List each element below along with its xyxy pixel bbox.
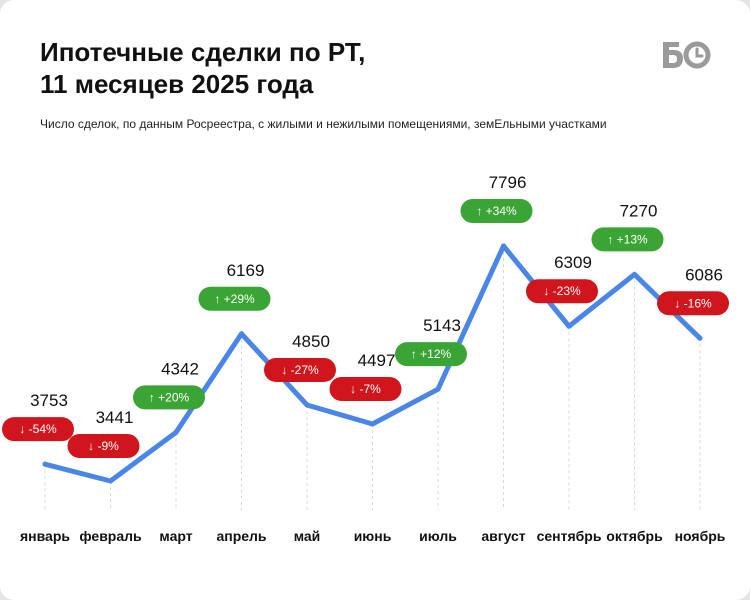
value-label: 4497 [358, 351, 396, 370]
x-tick-label: май [294, 528, 321, 544]
data-point [632, 271, 637, 277]
chart-title: Ипотечные сделки по РТ, 11 месяцев 2025 … [40, 36, 600, 100]
value-label: 6309 [554, 253, 592, 272]
bo-logo [663, 41, 711, 69]
change-label: ↑ +13% [607, 232, 648, 246]
x-tick-label: июнь [354, 528, 392, 544]
value-label: 6086 [685, 265, 723, 284]
change-badge: ↑ +12% [395, 342, 467, 367]
change-label: ↑ +20% [149, 390, 190, 404]
change-label: ↓ -54% [19, 422, 57, 436]
change-badge: ↑ +29% [198, 286, 271, 311]
x-tick-label: апрель [216, 528, 266, 544]
x-tick-label: февраль [79, 528, 142, 544]
data-point [697, 335, 703, 341]
logo-letter-b [663, 42, 683, 68]
change-badge: ↑ +13% [591, 227, 664, 252]
x-tick-label: июль [419, 528, 457, 544]
change-label: ↑ +34% [476, 204, 517, 218]
change-badge-bg [133, 385, 205, 410]
change-label: ↓ -27% [281, 363, 319, 377]
logo-letter-o [683, 41, 711, 69]
change-badge: ↓ -16% [657, 291, 729, 316]
change-label: ↑ +12% [411, 347, 452, 361]
change-badge: ↓ -7% [329, 377, 402, 402]
change-badge-bg [657, 291, 729, 316]
change-badge-bg [2, 417, 74, 442]
change-label: ↓ -16% [674, 296, 712, 310]
logo-clock-hand [695, 47, 704, 58]
change-badge-bg [329, 377, 402, 402]
change-badge: ↓ -27% [264, 357, 336, 382]
chart-title-line2: 11 месяцев 2025 года [40, 69, 314, 99]
data-point [173, 429, 179, 435]
value-label: 7796 [489, 173, 527, 192]
x-tick-label: август [481, 528, 525, 544]
value-label: 7270 [620, 201, 658, 220]
data-point [370, 421, 375, 427]
chart-subtitle: Число сделок, по данным Росреестра, с жи… [40, 117, 607, 131]
change-badge-bg [67, 434, 140, 458]
change-badge-bg [526, 279, 598, 304]
data-point [239, 331, 244, 337]
x-tick-label: март [159, 528, 192, 544]
data-point [435, 386, 441, 392]
change-badge-bg [460, 199, 533, 223]
value-label: 4342 [161, 359, 199, 378]
change-badge-bg [198, 286, 271, 311]
x-tick-label: январь [20, 528, 70, 544]
value-label: 3441 [96, 408, 134, 427]
gridlines [44, 246, 701, 510]
data-point [304, 402, 310, 408]
change-label: ↑ +29% [214, 292, 255, 306]
change-label: ↓ -9% [88, 439, 119, 453]
x-tick-label: сентябрь [537, 528, 602, 544]
x-tick-label: октябрь [606, 528, 663, 544]
change-badge: ↑ +20% [133, 385, 205, 410]
change-badge-bg [591, 227, 664, 252]
data-point [501, 243, 506, 249]
change-badge-bg [264, 357, 336, 382]
change-label: ↓ -7% [350, 382, 381, 396]
data-point [42, 461, 48, 467]
data-point [566, 323, 572, 329]
value-label: 6169 [227, 261, 265, 280]
change-badge-bg [395, 342, 467, 367]
value-label: 3753 [30, 391, 68, 410]
change-badge: ↓ -54% [2, 417, 74, 442]
value-label: 5143 [423, 316, 461, 335]
chart-title-line1: Ипотечные сделки по РТ, [40, 37, 366, 67]
change-badge: ↑ +34% [460, 199, 533, 223]
x-tick-label: ноябрь [675, 528, 726, 544]
change-badge: ↓ -9% [67, 434, 140, 458]
change-label: ↓ -23% [543, 284, 581, 298]
data-point [108, 478, 113, 484]
value-label: 4850 [292, 332, 330, 351]
change-badge: ↓ -23% [526, 279, 598, 304]
